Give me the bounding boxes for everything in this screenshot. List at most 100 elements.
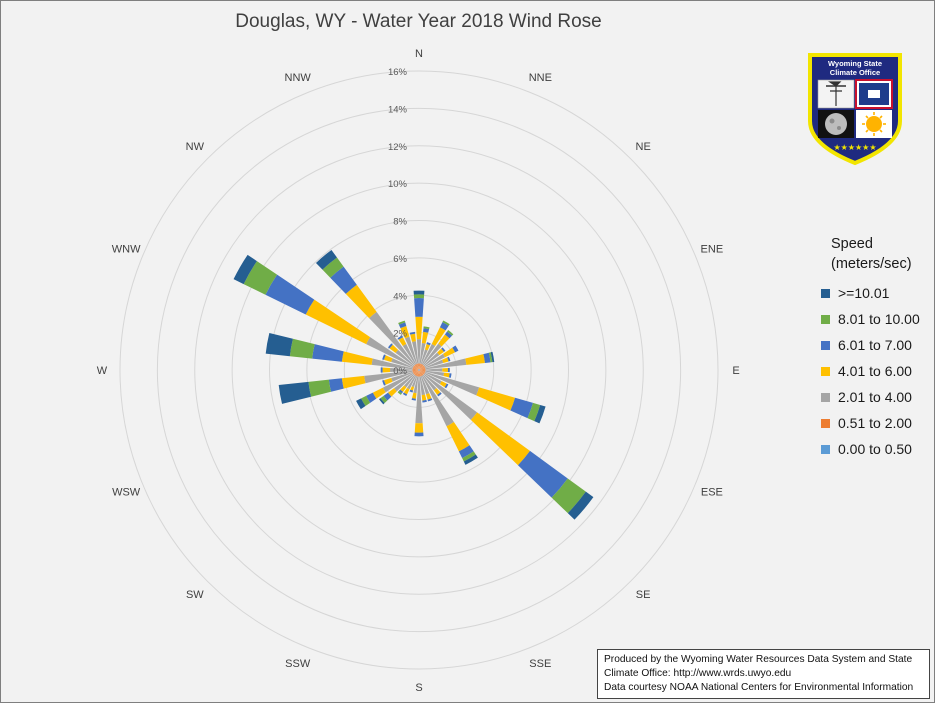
wyoming-flag-icon — [868, 90, 880, 98]
wind-bar-segment — [422, 374, 437, 391]
wind-bar-segment — [411, 375, 418, 388]
wind-bar-segment — [419, 370, 422, 377]
wind-bar-segment — [419, 364, 423, 370]
direction-label: S — [415, 682, 422, 694]
radial-tick-label: 2% — [393, 329, 407, 340]
radial-tick-label: 16% — [388, 67, 408, 78]
legend-swatch — [821, 392, 830, 402]
wind-bar-segment — [419, 369, 426, 371]
legend-label: 4.01 to 6.00 — [838, 363, 912, 379]
wind-bar-segment — [398, 320, 406, 325]
wind-bar-segment — [397, 335, 403, 340]
wind-bar-segment — [410, 333, 416, 342]
wind-bar-segment — [345, 284, 377, 319]
wind-bar-segment — [447, 367, 450, 373]
wind-bar-segment — [420, 375, 430, 395]
direction-label: SW — [186, 589, 204, 601]
wind-bar-segment — [421, 375, 454, 427]
wind-bar-segment — [444, 331, 453, 339]
direction-label: WNW — [112, 244, 141, 256]
wind-bar-segment — [419, 368, 426, 370]
wind-bar-segment — [388, 388, 397, 397]
wind-bar-segment — [419, 370, 425, 374]
wind-bar-segment — [431, 327, 446, 346]
legend-label: 0.00 to 0.50 — [838, 441, 912, 457]
legend-swatch — [821, 444, 830, 454]
wind-bar-segment — [423, 326, 430, 330]
radial-tick-label: 10% — [388, 179, 408, 190]
wind-bar-segment — [419, 370, 420, 371]
wind-bar-segment — [380, 367, 383, 373]
grid-circle — [269, 220, 569, 520]
wind-bar-segment — [418, 370, 419, 371]
wind-bar-segment — [415, 370, 419, 376]
wind-bar-segment — [458, 445, 474, 459]
wind-bar-segment — [418, 370, 420, 377]
wind-bar-segment — [372, 387, 386, 399]
grid-circle — [194, 145, 644, 595]
wind-bar-segment — [380, 395, 388, 404]
wind-bar-segment — [412, 370, 419, 372]
wind-bar-segment — [424, 353, 446, 368]
wind-bar-segment — [341, 375, 366, 389]
wind-bar-segment — [412, 367, 419, 370]
moon-icon — [825, 113, 847, 135]
wind-bar-segment — [483, 352, 491, 363]
direction-label: ESE — [701, 486, 723, 498]
radial-tick-label: 12% — [388, 142, 408, 153]
legend-item: 6.01 to 7.00 — [821, 332, 933, 358]
wind-bar-segment — [418, 369, 419, 370]
wind-bar-segment — [425, 358, 467, 370]
wind-bar-segment — [414, 432, 424, 437]
direction-label: SSW — [285, 658, 311, 670]
wind-bar-segment — [419, 370, 425, 375]
direction-label: ENE — [701, 244, 724, 256]
wind-bar-segment — [443, 372, 450, 378]
legend-swatch — [821, 340, 830, 350]
grid-circle — [306, 257, 532, 483]
wind-bar-segment — [404, 336, 418, 365]
wind-bar-segment — [452, 345, 459, 353]
wind-bar-segment — [366, 337, 414, 368]
wind-bar-segment — [419, 370, 426, 372]
logo-text-line2: Climate Office — [830, 68, 880, 77]
wind-bar-segment — [413, 370, 419, 375]
wind-bar-segment — [415, 316, 423, 340]
wind-bar-segment — [490, 351, 495, 363]
wind-bar-segment — [419, 370, 420, 371]
grid-circle — [119, 70, 719, 670]
chart-title: Douglas, WY - Water Year 2018 Wind Rose — [235, 11, 602, 32]
wind-bar-segment — [419, 370, 420, 371]
radial-tick-labels: 0% 2% 4% 6% 8% 10% 12% 14% 16% — [388, 67, 408, 377]
wind-bar-segment — [402, 392, 408, 397]
wind-bar-segment — [397, 390, 402, 395]
legend: Speed (meters/sec) >=10.01 8.01 to 10.00… — [821, 234, 933, 462]
legend-title-line2: (meters/sec) — [831, 256, 912, 272]
wind-bar-segment — [410, 386, 415, 391]
direction-label: NW — [186, 141, 205, 153]
wind-bar-segment — [419, 370, 424, 376]
wind-bar-segment — [413, 365, 419, 370]
legend-item: 0.51 to 2.00 — [821, 410, 933, 436]
legend-label: 0.51 to 2.00 — [838, 415, 912, 431]
wind-bar-segment — [427, 398, 433, 402]
wind-bar-segment — [389, 344, 399, 353]
wind-bar-segment — [265, 332, 293, 357]
wind-bar-segment — [476, 387, 516, 411]
wind-bar-segment — [414, 370, 419, 376]
wind-bar-segment — [418, 363, 420, 370]
wind-bar-segment — [402, 343, 417, 365]
direction-label: NNE — [529, 72, 552, 84]
wind-bar-segment — [422, 343, 442, 366]
wind-bar-segment — [439, 322, 449, 331]
wind-bar-segment — [364, 370, 413, 384]
wind-bar-segment — [419, 370, 423, 376]
wind-bar-segment — [437, 348, 444, 356]
wind-bar-segment — [442, 368, 448, 372]
sun-icon — [866, 116, 882, 132]
legend-item: 2.01 to 4.00 — [821, 384, 933, 410]
wind-bar-segment — [418, 369, 419, 370]
wind-bar-segment — [400, 385, 407, 392]
wind-bar-segment — [439, 381, 447, 388]
wind-bar-segment — [382, 354, 386, 360]
